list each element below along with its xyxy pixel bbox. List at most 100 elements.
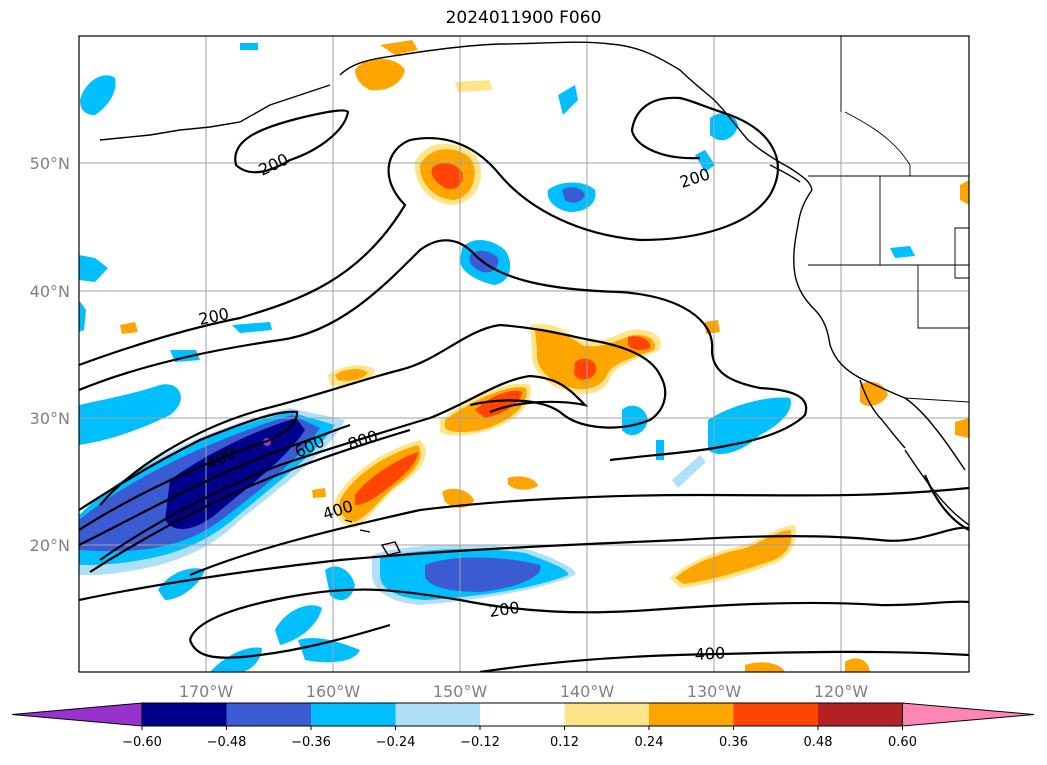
- plot-frame: [78, 35, 970, 673]
- positive-anomaly-patch: [455, 80, 492, 92]
- contour-200-bottom-closure: [188, 623, 391, 659]
- colorbar-tick-label: −0.24: [376, 735, 416, 750]
- negative-anomaly-patch: [275, 605, 322, 645]
- colorbar-extend-high: [902, 702, 1035, 727]
- contour-400-inner: [79, 423, 351, 546]
- contour-600: [99, 323, 667, 506]
- lat-label: 50°N: [30, 154, 70, 173]
- positive-anomaly-coast: [955, 418, 969, 438]
- positive-anomaly-patch: [745, 662, 785, 672]
- contour-400-bottom: [479, 650, 969, 672]
- colorbar-tick-label: −0.12: [460, 735, 500, 750]
- colorbar-outline: [141, 702, 903, 727]
- state-border: [917, 265, 969, 329]
- map-title: 2024011900 F060: [445, 8, 602, 28]
- contour-800: [99, 374, 589, 561]
- negative-anomaly-patch: [325, 566, 355, 601]
- aleutians: [99, 84, 331, 141]
- alaska-coast: [339, 41, 813, 191]
- contour-200-sw: [188, 588, 969, 641]
- positive-anomaly-se-orange: [675, 530, 792, 584]
- negative-anomaly-patch: [890, 246, 915, 258]
- negative-anomaly-18n-blue: [425, 557, 541, 592]
- longitude-labels: 170°W 160°W 150°W 140°W 130°W 120°W: [179, 682, 869, 701]
- positive-anomaly-patch: [312, 488, 326, 498]
- state-border: [954, 227, 969, 279]
- lon-label: 140°W: [560, 682, 615, 701]
- contour-200-nw: [234, 109, 350, 174]
- lon-label: 120°W: [814, 682, 869, 701]
- positive-anomaly-patch: [442, 488, 474, 508]
- vancouver-island: [769, 164, 801, 183]
- lat-label: 30°N: [30, 409, 70, 428]
- positive-anomaly-central-red: [628, 336, 651, 351]
- colorbar-tick-label: 0.24: [635, 735, 664, 750]
- negative-anomaly-streak: [672, 455, 706, 488]
- positive-anomaly-patch: [335, 369, 368, 381]
- contour-label: 200: [256, 149, 292, 179]
- positive-anomaly-central-orange: [535, 329, 655, 390]
- baja-california: [859, 379, 906, 449]
- negative-anomaly-patch: [656, 440, 664, 460]
- contour-200-mexico: [923, 474, 969, 531]
- negative-anomaly-patch: [240, 43, 258, 50]
- positive-anomaly-red: [431, 163, 463, 190]
- latitude-labels: 50°N 40°N 30°N 20°N: [30, 154, 70, 555]
- positive-anomaly-alaska: [355, 58, 405, 91]
- colorbar-segment: [226, 703, 311, 726]
- contour-200-north: [79, 96, 779, 367]
- coastlines: [99, 41, 969, 556]
- contour-400-low: [189, 486, 969, 577]
- colorbar-tick-label: −0.48: [207, 735, 247, 750]
- colorbar-segment: [818, 703, 903, 726]
- positive-anomaly-hawaii-red: [355, 452, 418, 505]
- lon-label: 160°W: [306, 682, 361, 701]
- contour-label: 200: [488, 598, 521, 621]
- negative-anomaly-patch: [695, 150, 715, 172]
- colorbar-segment: [564, 703, 649, 726]
- negative-anomaly-left-mid: [79, 300, 86, 332]
- colorbar-tick-label: 0.48: [804, 735, 833, 750]
- lat-label: 20°N: [30, 536, 70, 555]
- positive-anomaly-30n-red: [475, 390, 522, 418]
- positive-anomaly-central-red: [574, 358, 597, 380]
- colorbar: −0.60 −0.48 −0.36 −0.24 −0.12 0.12 0.24 0.36 0.4…: [11, 702, 1035, 750]
- hawaii-islands: [344, 519, 371, 533]
- contour-label: 200: [197, 304, 231, 329]
- negative-anomaly-patch: [210, 647, 262, 672]
- negative-anomaly-blob: [708, 397, 791, 455]
- colorbar-tick-label: −0.60: [122, 735, 162, 750]
- negative-anomaly-blob-inner: [562, 187, 585, 203]
- colorbar-segment: [480, 703, 565, 726]
- political-borders: [808, 36, 969, 403]
- west-coast: [793, 189, 966, 471]
- positive-anomaly-patch: [845, 658, 870, 672]
- colorbar-segment: [142, 703, 227, 726]
- colorbar-tick-label: 0.36: [719, 735, 748, 750]
- positive-anomaly-patch: [120, 322, 138, 334]
- positive-anomaly-coast: [860, 381, 888, 406]
- colorbar-segment: [395, 703, 480, 726]
- map-gridlines: [79, 36, 969, 672]
- contour-200-south: [79, 526, 969, 602]
- colorbar-segment: [311, 703, 396, 726]
- positive-anomaly-alaska: [380, 40, 418, 55]
- state-border: [844, 111, 911, 176]
- contour-400-ring: [79, 410, 299, 531]
- contour-label: 800: [345, 426, 380, 454]
- negative-anomaly-patch: [298, 638, 360, 663]
- colorbar-tick-label: 0.60: [888, 735, 917, 750]
- colorbar-extend-low: [11, 702, 143, 727]
- colorbar-tick-label: −0.36: [291, 735, 331, 750]
- colorbar-tick-label: 0.12: [550, 735, 579, 750]
- negative-anomaly-30n-left: [79, 384, 181, 445]
- lon-label: 130°W: [687, 682, 742, 701]
- lon-label: 150°W: [433, 682, 488, 701]
- colorbar-segment: [649, 703, 734, 726]
- negative-anomaly-patch: [622, 405, 648, 436]
- positive-anomaly-coast: [960, 180, 969, 205]
- hawaii-main: [380, 541, 402, 556]
- lon-label: 170°W: [179, 682, 234, 701]
- colorbar-segment: [733, 703, 818, 726]
